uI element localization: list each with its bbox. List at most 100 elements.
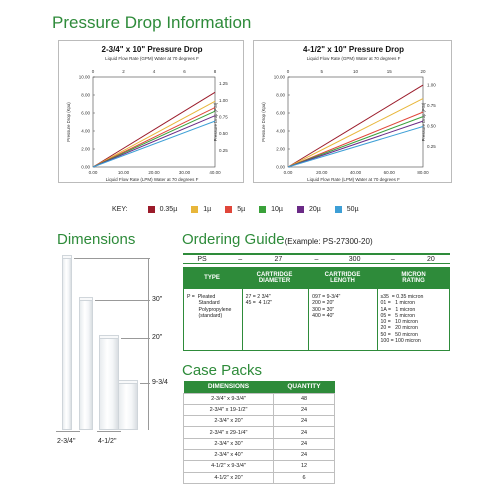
right-tick-label: 0.25 [219,148,228,153]
bottom-tick-label: 10.00 [118,170,130,175]
quantity-cell: 24 [273,448,335,462]
right-axis-label: Pressure Drop (PSI) [213,102,218,141]
left-tick-label: 6.00 [81,111,90,116]
length-options: 097 = 9-3/4" 200 = 20" 300 = 30" 400 = 4… [308,289,376,350]
code-part: 27 [274,255,283,263]
type-options: P = Pleated Standard Polypropylene (stan… [187,294,232,319]
right-tick-label: 0.50 [219,131,228,136]
dimensions-title: Dimensions [57,231,136,248]
dimension-line [56,431,80,432]
top-tick-label: 20 [420,69,426,74]
diameter-options: 27 = 2 3/4" 45 = 4 1/2" [241,289,309,350]
dimension-line [74,258,150,259]
key-item-label: 20µ [308,205,321,213]
dimension-cell: 2-3/4" x 20" [183,415,274,428]
series-line-1 [92,100,216,168]
series-line-0.35 [92,91,216,168]
quantity-cell: 24 [273,426,335,439]
right-axis-label: Pressure Drop (PSI) [421,102,426,141]
bottom-tick-label: 20.00 [316,170,328,175]
left-tick-label: 2.00 [276,147,285,152]
top-tick-label: 5 [320,69,323,74]
dimension-cell: 2-3/4" x 40" [183,448,274,462]
right-tick-label: 0.75 [427,103,436,108]
quantity-cell: 24 [273,437,335,450]
diameter-label-large: 4-1/2" [98,438,117,445]
quantity-cell: 6 [273,471,335,484]
bottom-tick-label: 60.00 [384,170,396,175]
bottom-tick-label: 20.00 [148,170,160,175]
cartridge-body [99,338,119,430]
key-item-label: 50µ [346,205,359,213]
dimension-line [148,258,149,430]
ordering-guide-title: Ordering Guide(Example: PS-27300-20) [182,231,373,248]
series-line-0.35 [287,84,424,168]
dimension-line [140,383,150,384]
code-part: PS [197,255,207,263]
series-line-1 [287,98,424,168]
bottom-tick-label: 40.00 [209,170,221,175]
top-axis-label: Liquid Flow Rate (GPM) Water at 70 degre… [307,56,401,61]
left-tick-label: 0.00 [81,165,90,170]
table-row: 2-3/4" x 19-1/2" 24 [183,403,335,417]
top-tick-label: 0 [287,69,290,74]
dimension-cell: 4-1/2" x 20" [183,471,274,484]
key-item: 1µ [191,205,212,213]
right-tick-label: 0.25 [427,144,436,149]
left-axis-label: Pressure Drop (Kpa) [66,102,71,142]
key-item: 10µ [259,205,283,213]
key-swatch [225,205,233,213]
series-line-5 [92,107,216,168]
dimension-cell: 2-3/4" x 9-3/4" [183,392,274,405]
left-tick-label: 6.00 [276,111,285,116]
key-item-label: 10µ [271,205,283,213]
cartridge-body [118,383,138,430]
code-part: 20 [427,255,435,263]
left-tick-label: 8.00 [81,93,90,98]
micron-options: s35 = 0.35 micron 01 = 1 micron 1A = 1 m… [376,289,449,350]
length-label-9-3-4: 9-3/4 [152,379,168,386]
left-tick-label: 0.00 [276,165,285,170]
case-packs-title: Case Packs [182,362,263,379]
bottom-tick-label: 80.00 [417,170,429,175]
left-tick-label: 10.00 [274,75,286,80]
series-line-20 [287,120,424,168]
header-length: CARTRIDGE LENGTH [324,272,361,284]
table-row: 2-3/4" x 29-1/4" 24 [183,426,335,439]
left-tick-label: 10.00 [79,75,91,80]
table-header-row: DIMENSIONS QUANTITY [183,381,335,393]
dimension-cell: 4-1/2" x 9-3/4" [183,460,274,473]
left-tick-label: 4.00 [276,129,285,134]
series-line-10 [92,110,216,168]
top-tick-label: 0 [92,69,95,74]
key-item: 20µ [296,205,321,213]
left-tick-label: 4.00 [81,129,90,134]
top-axis-label: Liquid Flow Rate (GPM) Water at 70 degre… [105,56,199,61]
pressure-drop-title: Pressure Drop Information [52,13,252,32]
quantity-cell: 24 [273,403,335,417]
chart-title: 4-1/2" x 10" Pressure Drop [303,45,404,54]
key-item-label: 1µ [203,205,212,213]
table-row: 4-1/2" x 9-3/4" 12 [183,460,335,473]
ordering-code-row: PS – 27 – 300 – 20 [183,253,450,264]
left-tick-label: 8.00 [276,93,285,98]
chart-key: KEY: 0.35µ 1µ 5µ 10µ 20µ 50µ [112,203,373,215]
pressure-drop-chart-small: 2-3/4" x 10" Pressure Drop Liquid Flow Ra… [58,40,244,183]
length-label-20: 20" [152,334,163,341]
length-label-30: 30" [152,296,163,303]
left-axis-label: Pressure Drop (Kpa) [261,102,266,142]
top-tick-label: 4 [153,69,156,74]
key-swatch [191,205,199,213]
bottom-tick-label: 0.00 [89,170,98,175]
key-label: KEY: [112,205,128,213]
code-separator: – [238,255,243,263]
right-tick-label: 1.00 [427,83,436,88]
top-tick-label: 2 [122,69,125,74]
dimension-cell: 2-3/4" x 30" [183,437,274,450]
header-diameter: CARTRIDGE DIAMETER [256,272,293,284]
key-item-label: 0.35µ [159,205,178,213]
right-tick-label: 1.25 [219,81,228,86]
series-line-20 [92,115,216,168]
bottom-tick-label: 30.00 [179,170,191,175]
quantity-cell: 12 [273,460,335,473]
